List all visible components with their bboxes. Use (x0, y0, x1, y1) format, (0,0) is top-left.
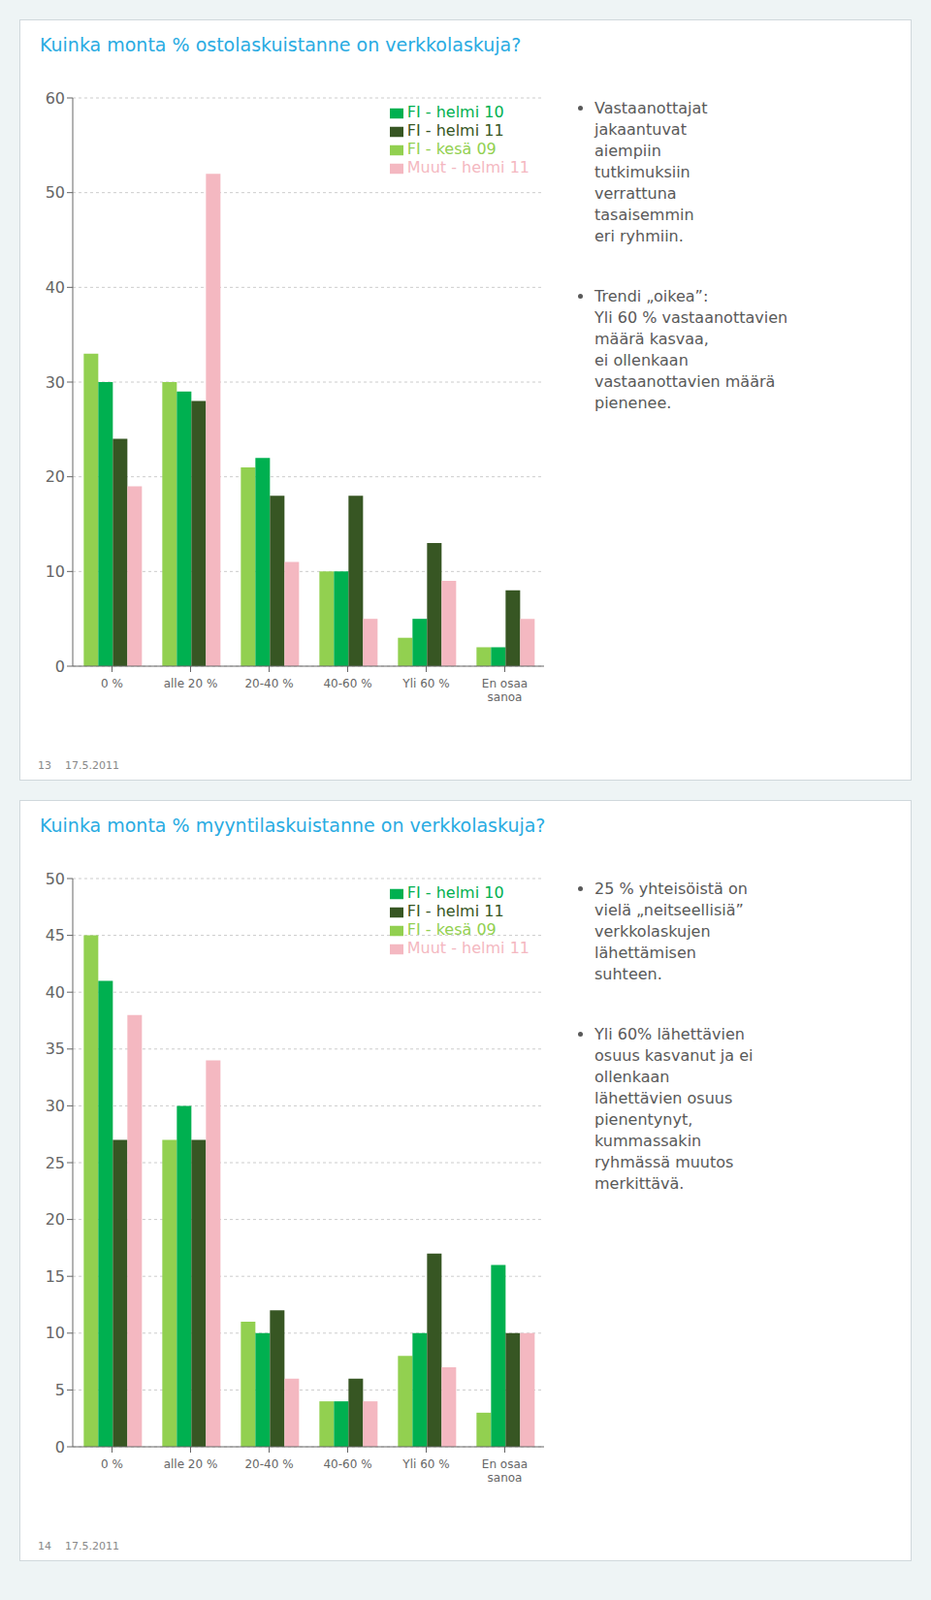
svg-text:35: 35 (45, 1039, 65, 1059)
svg-text:30: 30 (45, 1096, 65, 1116)
svg-text:25: 25 (45, 1154, 65, 1173)
svg-text:0 %: 0 % (100, 676, 124, 691)
svg-text:Yli 60 %: Yli 60 % (401, 676, 450, 691)
html-text:FI - kesä 09: FI - kesä 09 (407, 920, 497, 939)
svg-text:40: 40 (45, 983, 65, 1002)
html-text:13 17.5.2011: 13 17.5.2011 (37, 759, 120, 772)
svg-text:40-60 %: 40-60 % (322, 1457, 372, 1472)
html-text:Yli 60% lähettävien osuus kasv: Yli 60% lähettävien osuus kasvanut ja ei… (594, 1025, 754, 1193)
svg-text:Yli 60 %: Yli 60 % (401, 1457, 450, 1472)
svg-text:10: 10 (45, 1323, 65, 1343)
svg-text:0: 0 (55, 657, 65, 676)
svg-text:50: 50 (45, 183, 65, 202)
html-text:FI - kesä 09: FI - kesä 09 (407, 139, 497, 159)
html-text:Muut - helmi 11: Muut - helmi 11 (407, 938, 530, 958)
svg-text:50: 50 (45, 869, 65, 889)
svg-text:En osaasanoa: En osaasanoa (481, 1457, 528, 1485)
html-text:Vastaanottajat jakaantuvat aie: Vastaanottajat jakaantuvat aiempiin tutk… (594, 98, 708, 246)
svg-text:40-60 %: 40-60 % (322, 676, 372, 691)
svg-text:0: 0 (55, 1438, 65, 1457)
html-text:Kuinka monta % ostolaskuistann: Kuinka monta % ostolaskuistanne on verkk… (39, 33, 522, 56)
svg-text:20: 20 (45, 467, 65, 486)
svg-text:0 %: 0 % (100, 1457, 124, 1472)
svg-text:10: 10 (45, 562, 65, 581)
svg-text:20-40 %: 20-40 % (244, 1457, 293, 1472)
svg-text:5: 5 (55, 1380, 65, 1400)
svg-text:alle 20 %: alle 20 % (163, 1457, 219, 1472)
html-text:FI - helmi 10: FI - helmi 10 (407, 883, 504, 902)
html-text:25 % yhteisöistä on vielä „nei: 25 % yhteisöistä on vielä „neitseellisiä… (594, 879, 748, 984)
svg-text:En osaasanoa: En osaasanoa (481, 676, 528, 705)
html-text:FI - helmi 11: FI - helmi 11 (407, 121, 504, 140)
svg-text:alle 20 %: alle 20 % (163, 676, 219, 691)
svg-text:15: 15 (45, 1267, 65, 1286)
html-text:Muut - helmi 11: Muut - helmi 11 (407, 158, 530, 177)
html-text:Trendi „oikea”: Yli 60 % vasta: Trendi „oikea”: Yli 60 % vastaanottavien… (594, 287, 788, 413)
svg-text:20: 20 (45, 1210, 65, 1229)
svg-text:40: 40 (45, 278, 65, 297)
svg-text:20-40 %: 20-40 % (244, 676, 293, 691)
svg-text:45: 45 (45, 926, 65, 945)
svg-text:60: 60 (45, 89, 65, 108)
html-text:FI - helmi 10: FI - helmi 10 (407, 102, 504, 122)
svg-text:30: 30 (45, 373, 65, 392)
html-text:Kuinka monta % myyntilaskuista: Kuinka monta % myyntilaskuistanne on ver… (39, 814, 546, 836)
html-text:14 17.5.2011: 14 17.5.2011 (37, 1540, 120, 1553)
html-text:FI - helmi 11: FI - helmi 11 (407, 901, 504, 921)
